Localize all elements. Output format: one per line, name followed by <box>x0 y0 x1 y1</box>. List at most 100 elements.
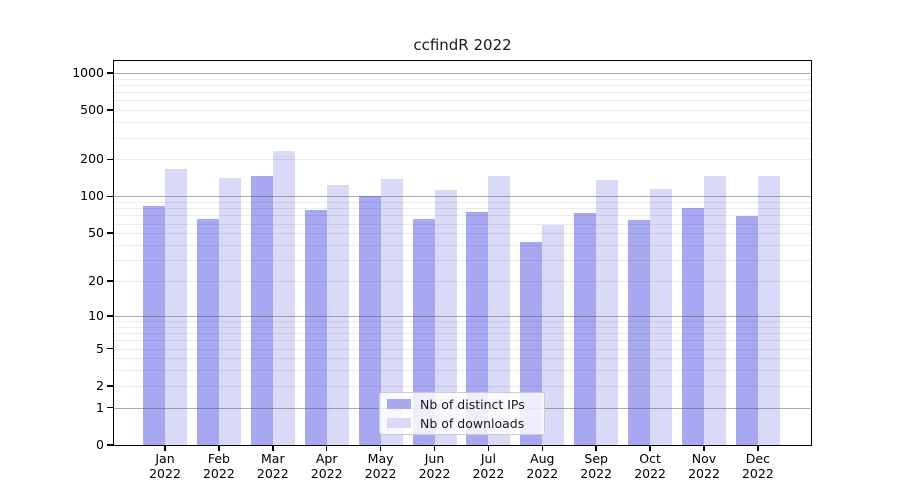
grid-line-minor-7 <box>114 333 811 335</box>
bar-distinct-ips-oct <box>628 220 651 445</box>
grid-line-minor-700 <box>114 92 811 94</box>
x-axis-label-line: 2022 <box>688 466 720 481</box>
x-axis-month-label-apr: Apr 2022 <box>299 451 355 481</box>
grid-line-minor-20 <box>114 281 811 283</box>
x-axis-tick-mark-oct <box>649 445 651 451</box>
x-axis-label-line: Jun <box>424 451 445 466</box>
legend-swatch-downloads <box>387 418 411 428</box>
bar-distinct-ips-feb <box>196 218 219 445</box>
x-axis-month-label-jul: Jul 2022 <box>460 451 516 481</box>
legend-label-distinct-ips: Nb of distinct IPs <box>420 396 525 412</box>
grid-line-minor-8 <box>114 326 811 328</box>
bar-downloads-feb <box>218 177 241 445</box>
y-axis-tick-mark-20 <box>107 280 114 282</box>
x-axis-label-line: 2022 <box>634 466 666 481</box>
y-axis-tick-label-200: 200 <box>80 151 104 167</box>
y-axis-tick-mark-1000 <box>107 72 114 74</box>
grid-line-minor-3 <box>114 370 811 372</box>
x-axis-month-label-sep: Sep 2022 <box>568 451 624 481</box>
y-axis-tick-mark-200 <box>107 158 114 161</box>
y-axis-tick-mark-500 <box>107 109 114 111</box>
y-axis-tick-label-10: 10 <box>88 307 104 323</box>
grid-line-minor-500 <box>114 110 811 112</box>
bar-distinct-ips-nov <box>682 207 704 445</box>
grid-line-minor-200 <box>114 159 811 161</box>
grid-line-minor-400 <box>114 122 811 124</box>
y-axis-tick-mark-50 <box>107 232 114 235</box>
grid-line-minor-30 <box>114 260 811 262</box>
x-axis-tick-mark-mar <box>272 445 274 451</box>
x-axis-label-line: Dec <box>745 451 770 466</box>
bar-distinct-ips-sep <box>574 213 597 445</box>
x-axis-tick-mark-jan <box>164 445 166 451</box>
y-axis-tick-mark-0 <box>107 444 114 446</box>
legend-label-downloads: Nb of downloads <box>420 415 525 431</box>
y-axis-tick-label-500: 500 <box>80 102 104 118</box>
bar-distinct-ips-jan <box>143 206 165 445</box>
grid-line-minor-50 <box>114 233 811 235</box>
x-axis-label-line: Feb <box>207 451 230 466</box>
bar-downloads-sep <box>596 180 619 445</box>
bar-downloads-nov <box>704 175 726 445</box>
grid-line-minor-900 <box>114 78 811 80</box>
x-axis-label-line: 2022 <box>310 466 343 481</box>
x-axis-label-line: Mar <box>261 451 285 466</box>
x-axis-tick-mark-dec <box>757 445 759 451</box>
x-axis-tick-mark-nov <box>703 445 705 451</box>
x-axis-label-line: Apr <box>315 451 338 466</box>
y-axis-tick-label-5: 5 <box>96 340 104 356</box>
legend-item-downloads: Nb of downloads <box>387 416 537 431</box>
bar-downloads-dec <box>757 175 780 445</box>
y-axis-tick-label-20: 20 <box>88 273 104 289</box>
bar-distinct-ips-dec <box>735 216 758 445</box>
y-axis-tick-label-0: 0 <box>96 437 104 452</box>
grid-line-minor-2 <box>114 385 811 387</box>
x-axis-month-label-mar: Mar 2022 <box>245 451 301 481</box>
x-axis-label-line: May <box>367 451 394 466</box>
x-axis-tick-mark-apr <box>325 445 328 451</box>
x-axis-tick-mark-aug <box>541 445 544 451</box>
x-axis-month-label-jan: Jan 2022 <box>137 451 193 481</box>
bar-distinct-ips-jul <box>466 212 489 445</box>
bar-downloads-may <box>380 179 403 445</box>
x-axis-label-line: Nov <box>691 451 717 466</box>
plot-area <box>114 61 811 445</box>
x-axis-month-label-dec: Dec 2022 <box>730 451 786 481</box>
x-axis-label-line: 2022 <box>580 466 613 481</box>
grid-line-minor-90 <box>114 202 811 204</box>
x-axis-month-label-aug: Aug 2022 <box>514 451 570 481</box>
bar-distinct-ips-mar <box>250 175 273 445</box>
grid-line-minor-80 <box>114 208 811 210</box>
legend-item-distinct-ips: Nb of distinct IPs <box>387 397 537 412</box>
y-axis-tick-label-100: 100 <box>80 188 104 204</box>
grid-line-minor-60 <box>114 223 811 225</box>
bar-downloads-jun <box>434 190 457 445</box>
x-axis-label-line: 2022 <box>526 466 559 481</box>
x-axis-month-label-may: May 2022 <box>353 451 409 481</box>
x-axis-label-line: 2022 <box>202 466 235 481</box>
grid-line-minor-70 <box>114 215 811 217</box>
bar-downloads-jul <box>488 175 511 445</box>
grid-line-major-1000 <box>114 72 811 74</box>
x-axis-label-line: Aug <box>530 451 555 466</box>
x-axis-tick-mark-may <box>379 445 382 451</box>
y-axis-tick-mark-5 <box>107 347 114 350</box>
grid-line-minor-300 <box>114 137 811 139</box>
x-axis-month-label-jun: Jun 2022 <box>407 451 463 481</box>
grid-line-minor-40 <box>114 245 811 246</box>
x-axis-label-line: 2022 <box>256 466 289 481</box>
x-axis-label-line: Jul <box>480 451 496 466</box>
bar-distinct-ips-may <box>358 196 381 445</box>
x-axis-label-line: Sep <box>584 451 608 466</box>
grid-line-minor-600 <box>114 100 811 102</box>
bar-downloads-apr <box>326 184 349 445</box>
x-axis-label-line: Jan <box>155 451 175 466</box>
bar-distinct-ips-apr <box>304 209 327 445</box>
x-axis-month-label-feb: Feb 2022 <box>191 451 247 481</box>
chart-title: ccfindR 2022 <box>413 36 512 54</box>
x-axis-tick-mark-feb <box>218 445 220 451</box>
x-axis-tick-mark-jul <box>487 445 490 451</box>
grid-line-major-100 <box>114 196 811 198</box>
bar-distinct-ips-jun <box>412 218 435 445</box>
bar-downloads-aug <box>542 224 565 445</box>
